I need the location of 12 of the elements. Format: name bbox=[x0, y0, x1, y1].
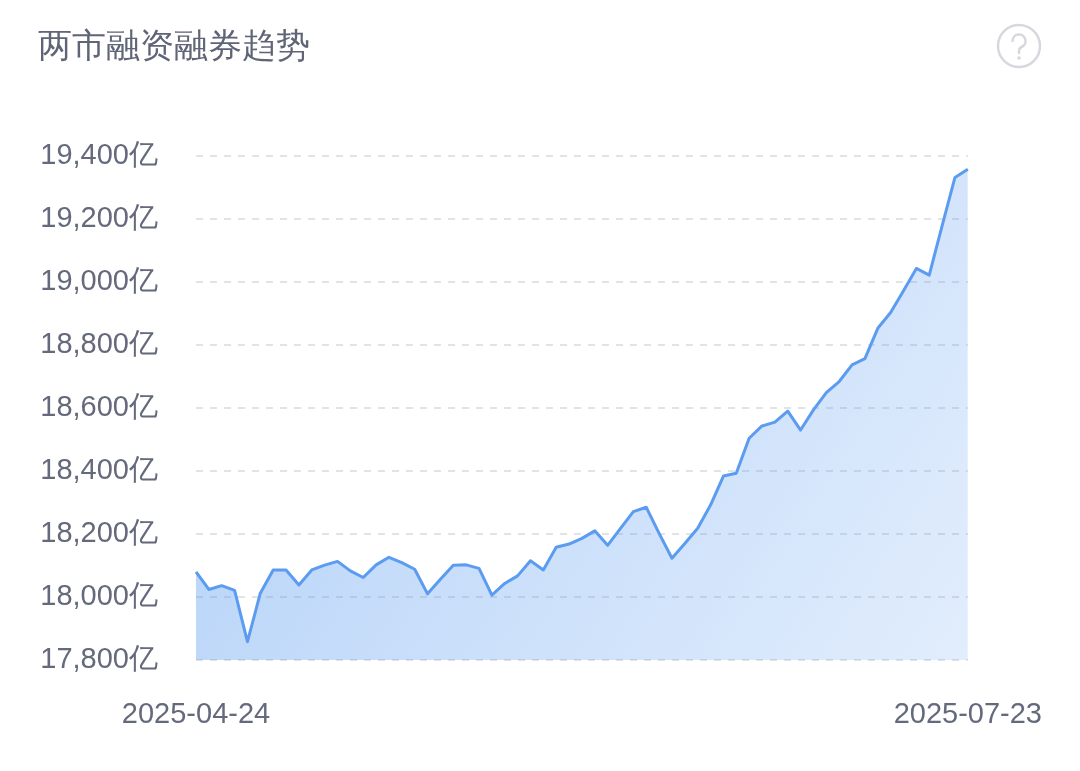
chart-title: 两市融资融券趋势 bbox=[38, 24, 310, 67]
y-tick-label: 18,400亿 bbox=[40, 453, 158, 485]
y-tick-label: 17,800亿 bbox=[40, 642, 158, 674]
y-tick-label: 18,000亿 bbox=[40, 579, 158, 611]
y-tick-label: 18,200亿 bbox=[40, 516, 158, 548]
y-tick-label: 19,000亿 bbox=[40, 264, 158, 296]
x-tick-label: 2025-04-24 bbox=[121, 697, 271, 730]
y-tick-label: 19,400亿 bbox=[40, 138, 158, 170]
x-tick-label: 2025-07-23 bbox=[893, 697, 1042, 730]
y-tick-label: 18,600亿 bbox=[40, 390, 158, 422]
y-tick-label: 18,800亿 bbox=[40, 327, 158, 359]
y-tick-label: 19,200亿 bbox=[40, 201, 158, 233]
